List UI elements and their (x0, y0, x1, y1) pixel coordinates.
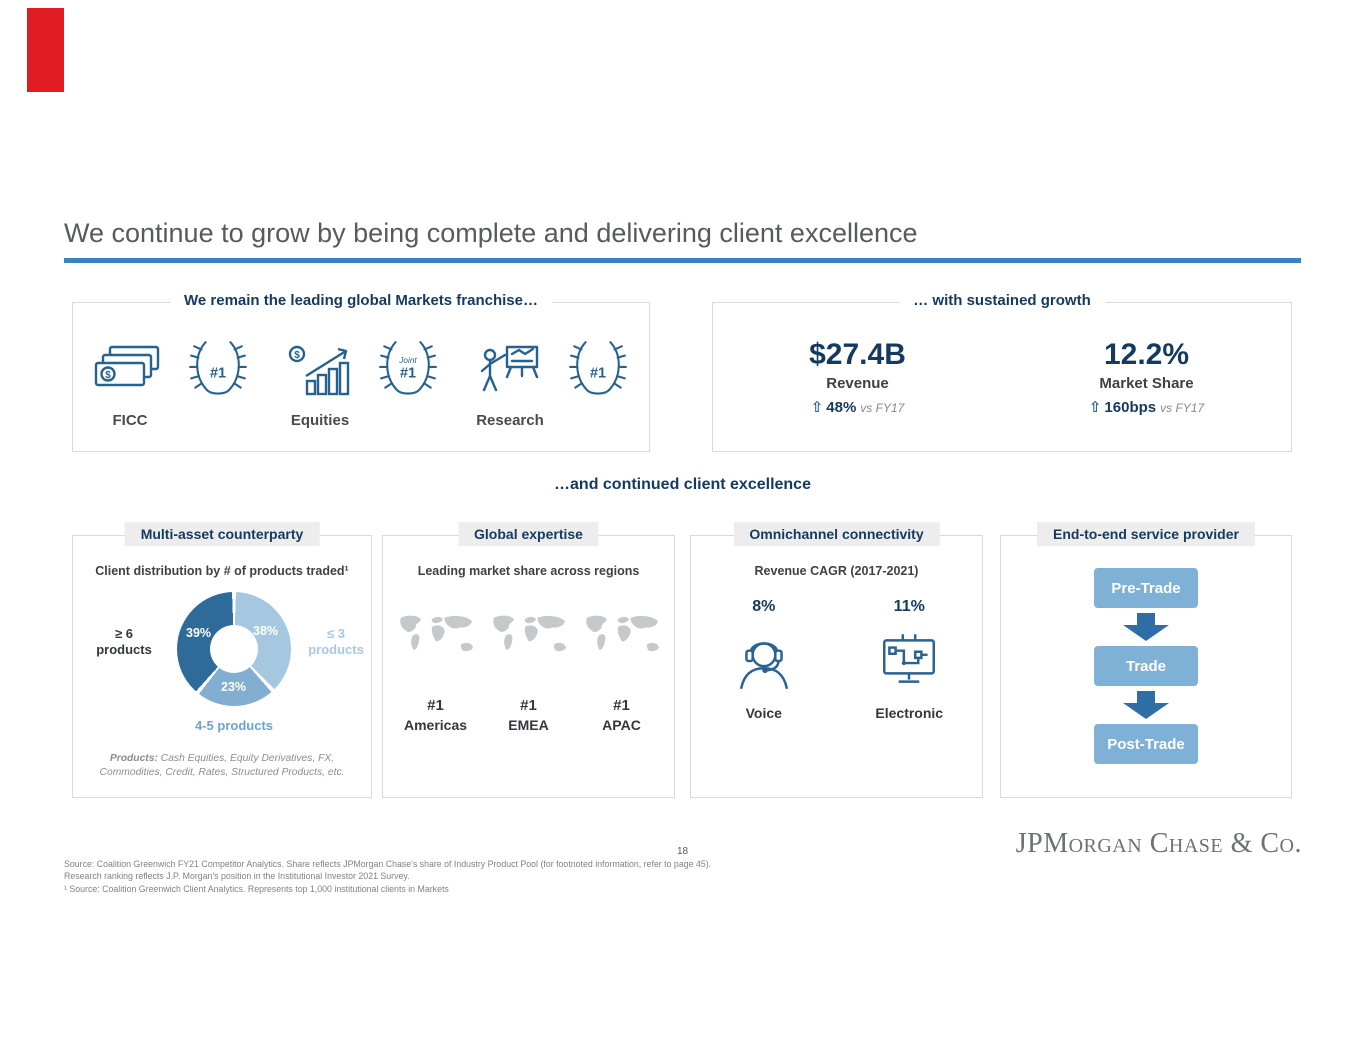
laurel-rank-icon: #1 (567, 337, 629, 404)
electronic-channel: 11% Electronic (837, 598, 983, 721)
down-arrow-icon (1123, 691, 1169, 719)
svg-text:Joint: Joint (398, 356, 417, 365)
pre-trade-step: Pre-Trade (1094, 568, 1198, 608)
electronic-trading-icon (883, 634, 936, 683)
svg-text:#1: #1 (210, 365, 226, 381)
donut-chart: 38% 39% 23% (177, 592, 291, 706)
omnichannel-title: Omnichannel connectivity (733, 522, 940, 546)
global-expertise-subtitle: Leading market share across regions (417, 564, 640, 578)
svg-text:#1: #1 (400, 365, 416, 381)
multi-asset-subtitle: Client distribution by # of products tra… (95, 564, 349, 578)
footnote-line: Source: Coalition Greenwich FY21 Competi… (64, 859, 712, 869)
label-45-products: 4-5 products (194, 718, 273, 733)
svg-text:$: $ (294, 350, 300, 361)
region-emea: #1 EMEA (484, 594, 574, 733)
region-americas: #1 Americas (391, 594, 481, 733)
growth-chart-icon: $ (283, 343, 357, 399)
up-arrow-icon: ⇧ (1088, 399, 1102, 416)
market-share-delta: ⇧ 160bps vs FY17 (1088, 399, 1205, 416)
world-map-icon (492, 615, 566, 652)
trade-step: Trade (1094, 646, 1198, 686)
footnotes: Source: Coalition Greenwich FY21 Competi… (64, 858, 711, 895)
svg-text:$: $ (105, 370, 111, 381)
headset-agent-icon (739, 642, 788, 690)
americas-rank: #1 (427, 697, 444, 714)
revenue-stat: $27.4B Revenue ⇧ 48% vs FY17 (713, 338, 1002, 416)
emea-name: EMEA (508, 717, 549, 733)
market-share-label: Market Share (1099, 375, 1194, 392)
ficc-label: FICC (112, 412, 148, 429)
post-trade-step: Post-Trade (1094, 724, 1198, 764)
end-to-end-title: End-to-end service provider (1037, 522, 1255, 546)
voice-label: Voice (745, 705, 782, 721)
revenue-value: $27.4B (809, 338, 906, 371)
products-note: Products: Cash Equities, Equity Derivati… (99, 753, 345, 779)
brand-red-block (27, 8, 64, 92)
world-map-icon (399, 615, 473, 652)
electronic-cagr: 11% (893, 598, 925, 615)
emea-rank: #1 (520, 697, 537, 714)
franchise-row: $ #1 (73, 303, 649, 429)
label-le3-products: ≤ 3 products (308, 626, 364, 658)
franchise-item-equities: $ Joint #1 (283, 337, 439, 429)
market-share-value: 12.2% (1103, 338, 1190, 371)
franchise-box-title: We remain the leading global Markets fra… (170, 292, 552, 309)
svg-text:#1: #1 (590, 365, 606, 381)
global-expertise-box: Global expertise Leading market share ac… (382, 522, 675, 798)
footnote-line: ¹ Source: Coalition Greenwich Client Ana… (64, 883, 449, 894)
world-map-icon (585, 615, 659, 652)
region-apac: #1 APAC (577, 594, 667, 733)
franchise-item-research: #1 Research (473, 337, 629, 429)
multi-asset-box: Multi-asset counterparty Client distribu… (72, 522, 372, 798)
voice-cagr: 8% (752, 598, 776, 615)
presenter-icon (473, 343, 547, 399)
franchise-box: We remain the leading global Markets fra… (72, 292, 650, 452)
americas-name: Americas (403, 717, 468, 733)
page-title: We continue to grow by being complete an… (64, 218, 918, 248)
jpmorgan-logo: JPMorgan Chase & Co. (1015, 828, 1302, 859)
title-underline-rule (64, 258, 1301, 263)
growth-box-title: … with sustained growth (899, 292, 1105, 309)
omnichannel-box: Omnichannel connectivity Revenue CAGR (2… (690, 522, 983, 798)
donut-pct-38: 38% (253, 624, 279, 638)
footnote-line: Research ranking reflects J.P. Morgan's … (64, 871, 410, 882)
laurel-rank-icon: Joint #1 (377, 337, 439, 404)
page-number: 18 (676, 846, 689, 857)
donut-hole (210, 625, 258, 673)
revenue-label: Revenue (826, 375, 889, 392)
label-ge6-products: ≥ 6 products (96, 626, 152, 658)
equities-label: Equities (290, 412, 350, 429)
voice-channel: 8% Voice (691, 598, 837, 721)
client-excellence-heading: …and continued client excellence (554, 476, 811, 493)
growth-box: … with sustained growth $27.4B Revenue ⇧… (712, 292, 1292, 452)
down-arrow-icon (1123, 613, 1169, 641)
donut-pct-39: 39% (186, 626, 212, 640)
up-arrow-icon: ⇧ (810, 399, 824, 416)
apac-name: APAC (602, 717, 641, 733)
banknotes-icon: $ (93, 343, 167, 399)
research-label: Research (476, 412, 544, 429)
market-share-stat: 12.2% Market Share ⇧ 160bps vs FY17 (1002, 338, 1291, 416)
end-to-end-box: End-to-end service provider Pre-Trade Tr… (1000, 522, 1292, 798)
electronic-label: Electronic (875, 705, 944, 721)
multi-asset-title: Multi-asset counterparty (124, 522, 320, 546)
laurel-rank-icon: #1 (187, 337, 249, 404)
global-expertise-title: Global expertise (458, 522, 599, 546)
franchise-item-ficc: $ #1 (93, 337, 249, 429)
omnichannel-subtitle: Revenue CAGR (2017-2021) (754, 564, 919, 578)
apac-rank: #1 (613, 697, 630, 714)
revenue-delta: ⇧ 48% vs FY17 (810, 399, 905, 416)
donut-pct-23: 23% (221, 680, 247, 694)
